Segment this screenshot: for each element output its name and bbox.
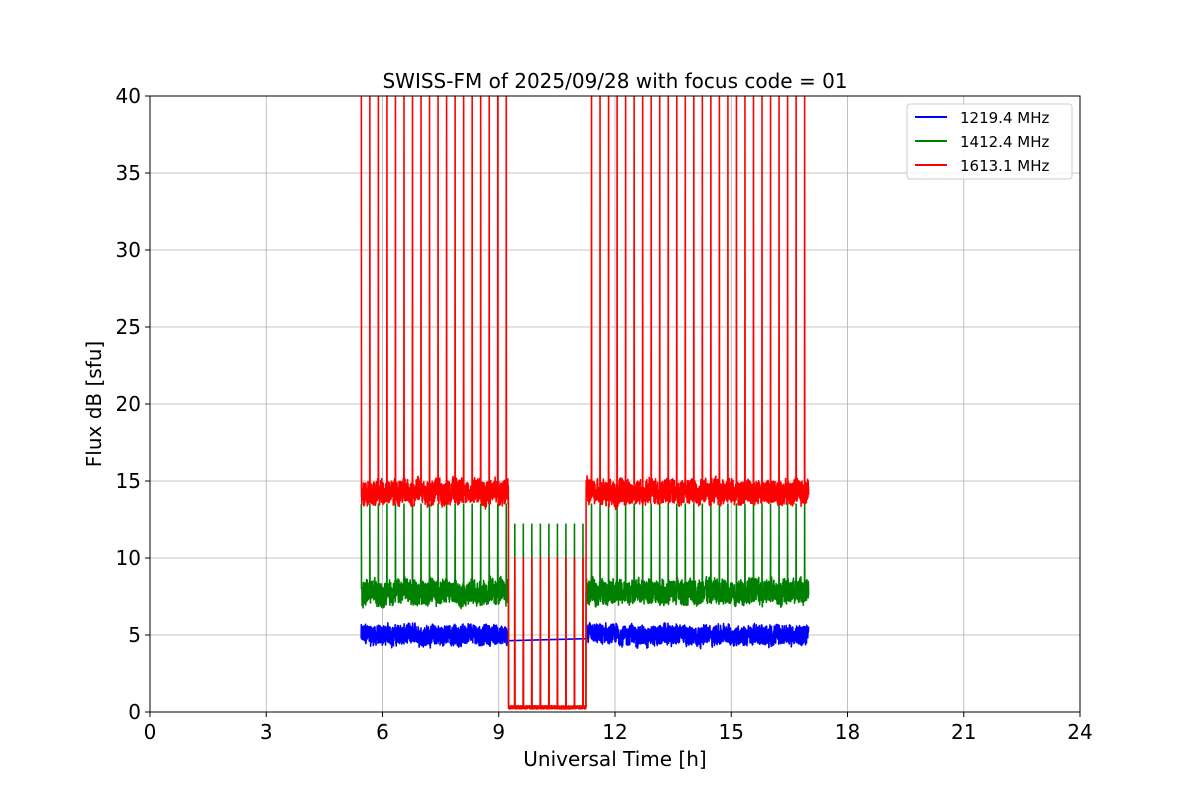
legend-label: 1412.4 MHz (960, 133, 1049, 151)
y-tick-label: 35 (116, 161, 141, 185)
series-lines (360, 95, 810, 710)
x-tick-label: 0 (144, 720, 157, 744)
series-line (360, 503, 810, 710)
series-line (360, 622, 510, 649)
x-tick-label: 3 (260, 720, 273, 744)
y-tick-label: 25 (116, 315, 141, 339)
y-axis-ticks: 0 5 10 15 20 25 30 35 40 (116, 84, 150, 724)
x-tick-label: 24 (1067, 720, 1092, 744)
y-tick-label: 5 (128, 623, 141, 647)
series-line (360, 95, 810, 710)
y-axis-label: Flux dB [sfu] (82, 341, 106, 467)
series-line (508, 621, 810, 650)
x-tick-label: 9 (492, 720, 505, 744)
legend-label: 1613.1 MHz (960, 157, 1049, 175)
y-tick-label: 30 (116, 238, 141, 262)
legend-label: 1219.4 MHz (960, 109, 1049, 127)
legend-box (906, 103, 1073, 180)
y-tick-label: 20 (116, 392, 141, 416)
y-tick-label: 15 (116, 469, 141, 493)
y-tick-label: 0 (128, 700, 141, 724)
x-tick-label: 12 (602, 720, 627, 744)
x-tick-label: 18 (835, 720, 860, 744)
chart-title: SWISS-FM of 2025/09/28 with focus code =… (382, 69, 847, 93)
x-tick-label: 21 (951, 720, 976, 744)
x-tick-label: 6 (376, 720, 389, 744)
y-tick-label: 10 (116, 546, 141, 570)
x-axis-ticks: 0 3 6 9 12 15 18 21 24 (144, 712, 1093, 744)
grid (149, 95, 1081, 713)
x-tick-label: 15 (719, 720, 744, 744)
y-tick-label: 40 (116, 84, 141, 108)
legend: 1219.4 MHz 1412.4 MHz 1613.1 MHz (906, 103, 1073, 180)
x-axis-label: Universal Time [h] (523, 747, 706, 771)
